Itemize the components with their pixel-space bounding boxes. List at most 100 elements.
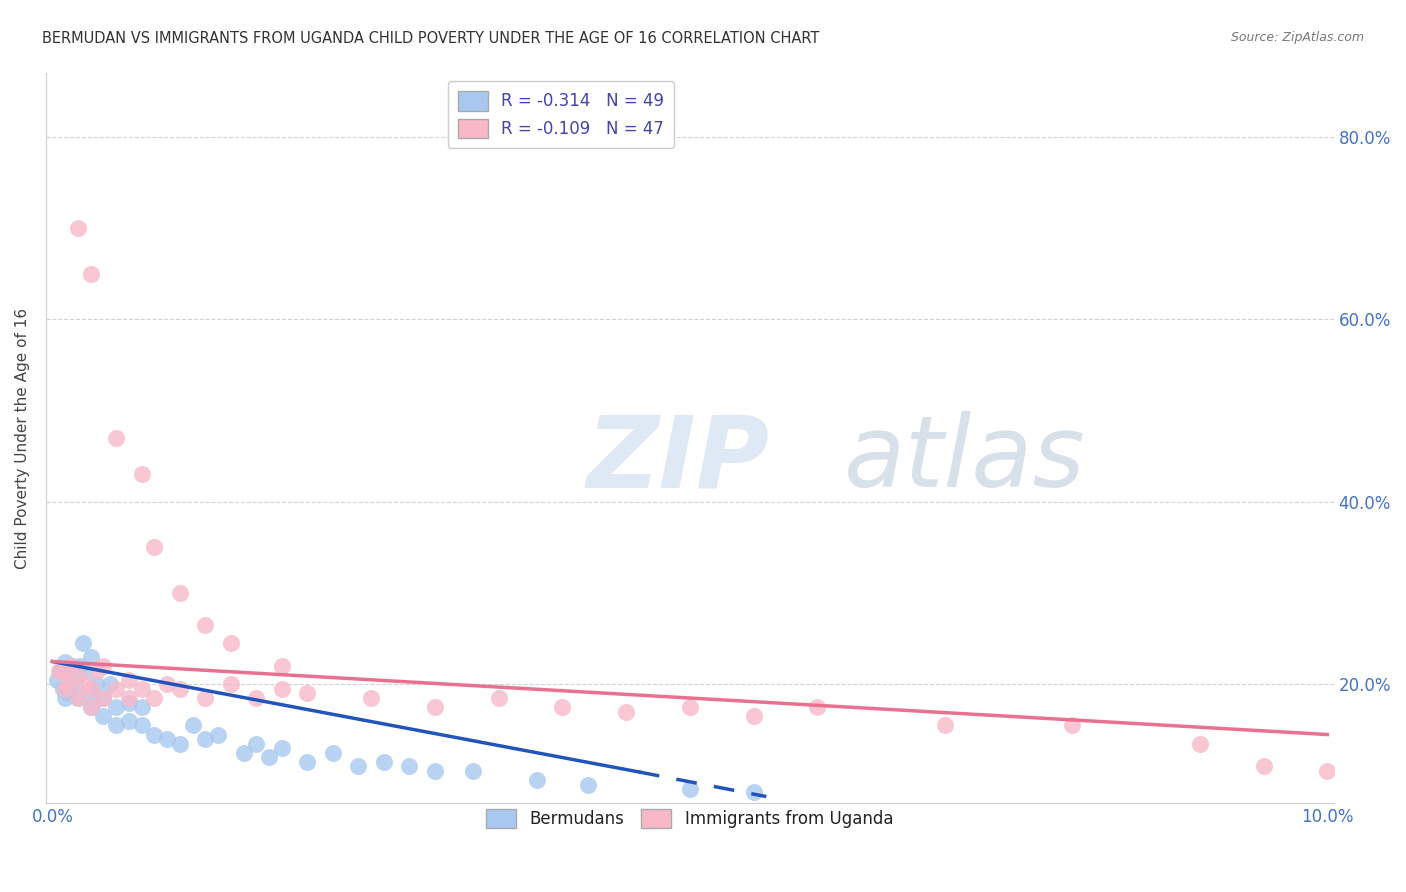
Point xyxy=(56,677,79,691)
Point xyxy=(93,659,115,673)
Point xyxy=(131,700,153,714)
Point xyxy=(398,759,420,773)
Point xyxy=(245,691,267,706)
Point xyxy=(143,691,166,706)
Point xyxy=(270,681,292,696)
Point xyxy=(1188,737,1211,751)
Point xyxy=(49,664,72,678)
Point xyxy=(270,659,292,673)
Point xyxy=(526,773,548,788)
Point xyxy=(423,764,446,778)
Point xyxy=(270,741,292,756)
Point xyxy=(66,668,89,682)
Point xyxy=(73,677,96,691)
Point xyxy=(806,700,828,714)
Point xyxy=(79,681,101,696)
Point xyxy=(576,778,599,792)
Point xyxy=(51,681,73,696)
Text: Source: ZipAtlas.com: Source: ZipAtlas.com xyxy=(1230,31,1364,45)
Point xyxy=(742,785,765,799)
Point xyxy=(105,681,128,696)
Point xyxy=(169,586,191,600)
Point xyxy=(93,691,115,706)
Point xyxy=(79,700,101,714)
Point xyxy=(181,718,204,732)
Point xyxy=(105,718,128,732)
Point xyxy=(79,267,101,281)
Point xyxy=(232,746,254,760)
Point xyxy=(75,664,97,678)
Point xyxy=(93,709,115,723)
Point xyxy=(72,636,94,650)
Point xyxy=(219,636,242,650)
Point xyxy=(373,755,395,769)
Point xyxy=(322,746,344,760)
Point xyxy=(118,714,141,728)
Point xyxy=(53,655,76,669)
Point xyxy=(79,650,101,665)
Point xyxy=(62,659,84,673)
Point xyxy=(194,732,217,747)
Point xyxy=(46,673,69,687)
Point xyxy=(614,705,637,719)
Point xyxy=(245,737,267,751)
Point xyxy=(551,700,574,714)
Point xyxy=(86,664,108,678)
Point xyxy=(66,221,89,235)
Point xyxy=(143,727,166,741)
Point xyxy=(79,681,101,696)
Legend: Bermudans, Immigrants from Uganda: Bermudans, Immigrants from Uganda xyxy=(479,802,900,835)
Point xyxy=(169,681,191,696)
Point xyxy=(60,659,83,673)
Point xyxy=(82,696,104,710)
Point xyxy=(679,782,702,797)
Point xyxy=(257,750,280,764)
Point xyxy=(131,718,153,732)
Point xyxy=(1062,718,1084,732)
Point xyxy=(219,677,242,691)
Point xyxy=(105,700,128,714)
Point xyxy=(56,686,79,700)
Point xyxy=(347,759,370,773)
Point xyxy=(679,700,702,714)
Point xyxy=(59,668,82,682)
Point xyxy=(488,691,510,706)
Point xyxy=(53,691,76,706)
Point xyxy=(65,677,87,691)
Point xyxy=(69,659,91,673)
Point xyxy=(118,673,141,687)
Point xyxy=(360,691,382,706)
Point xyxy=(423,700,446,714)
Point xyxy=(207,727,229,741)
Point xyxy=(742,709,765,723)
Point xyxy=(934,718,956,732)
Point xyxy=(131,467,153,482)
Text: atlas: atlas xyxy=(845,411,1085,508)
Y-axis label: Child Poverty Under the Age of 16: Child Poverty Under the Age of 16 xyxy=(15,308,30,568)
Point xyxy=(66,691,89,706)
Point xyxy=(169,737,191,751)
Point xyxy=(1316,764,1339,778)
Point xyxy=(156,732,179,747)
Point xyxy=(105,431,128,445)
Text: ZIP: ZIP xyxy=(586,411,770,508)
Point xyxy=(48,664,70,678)
Point xyxy=(297,755,319,769)
Point xyxy=(98,677,121,691)
Point xyxy=(79,700,101,714)
Point xyxy=(194,618,217,632)
Point xyxy=(194,691,217,706)
Point xyxy=(297,686,319,700)
Point xyxy=(93,691,115,706)
Point xyxy=(156,677,179,691)
Point xyxy=(66,691,89,706)
Point xyxy=(84,677,107,691)
Point xyxy=(118,691,141,706)
Point xyxy=(118,696,141,710)
Point xyxy=(461,764,484,778)
Point xyxy=(53,681,76,696)
Point xyxy=(131,681,153,696)
Point xyxy=(143,541,166,555)
Point xyxy=(1253,759,1275,773)
Point xyxy=(66,668,89,682)
